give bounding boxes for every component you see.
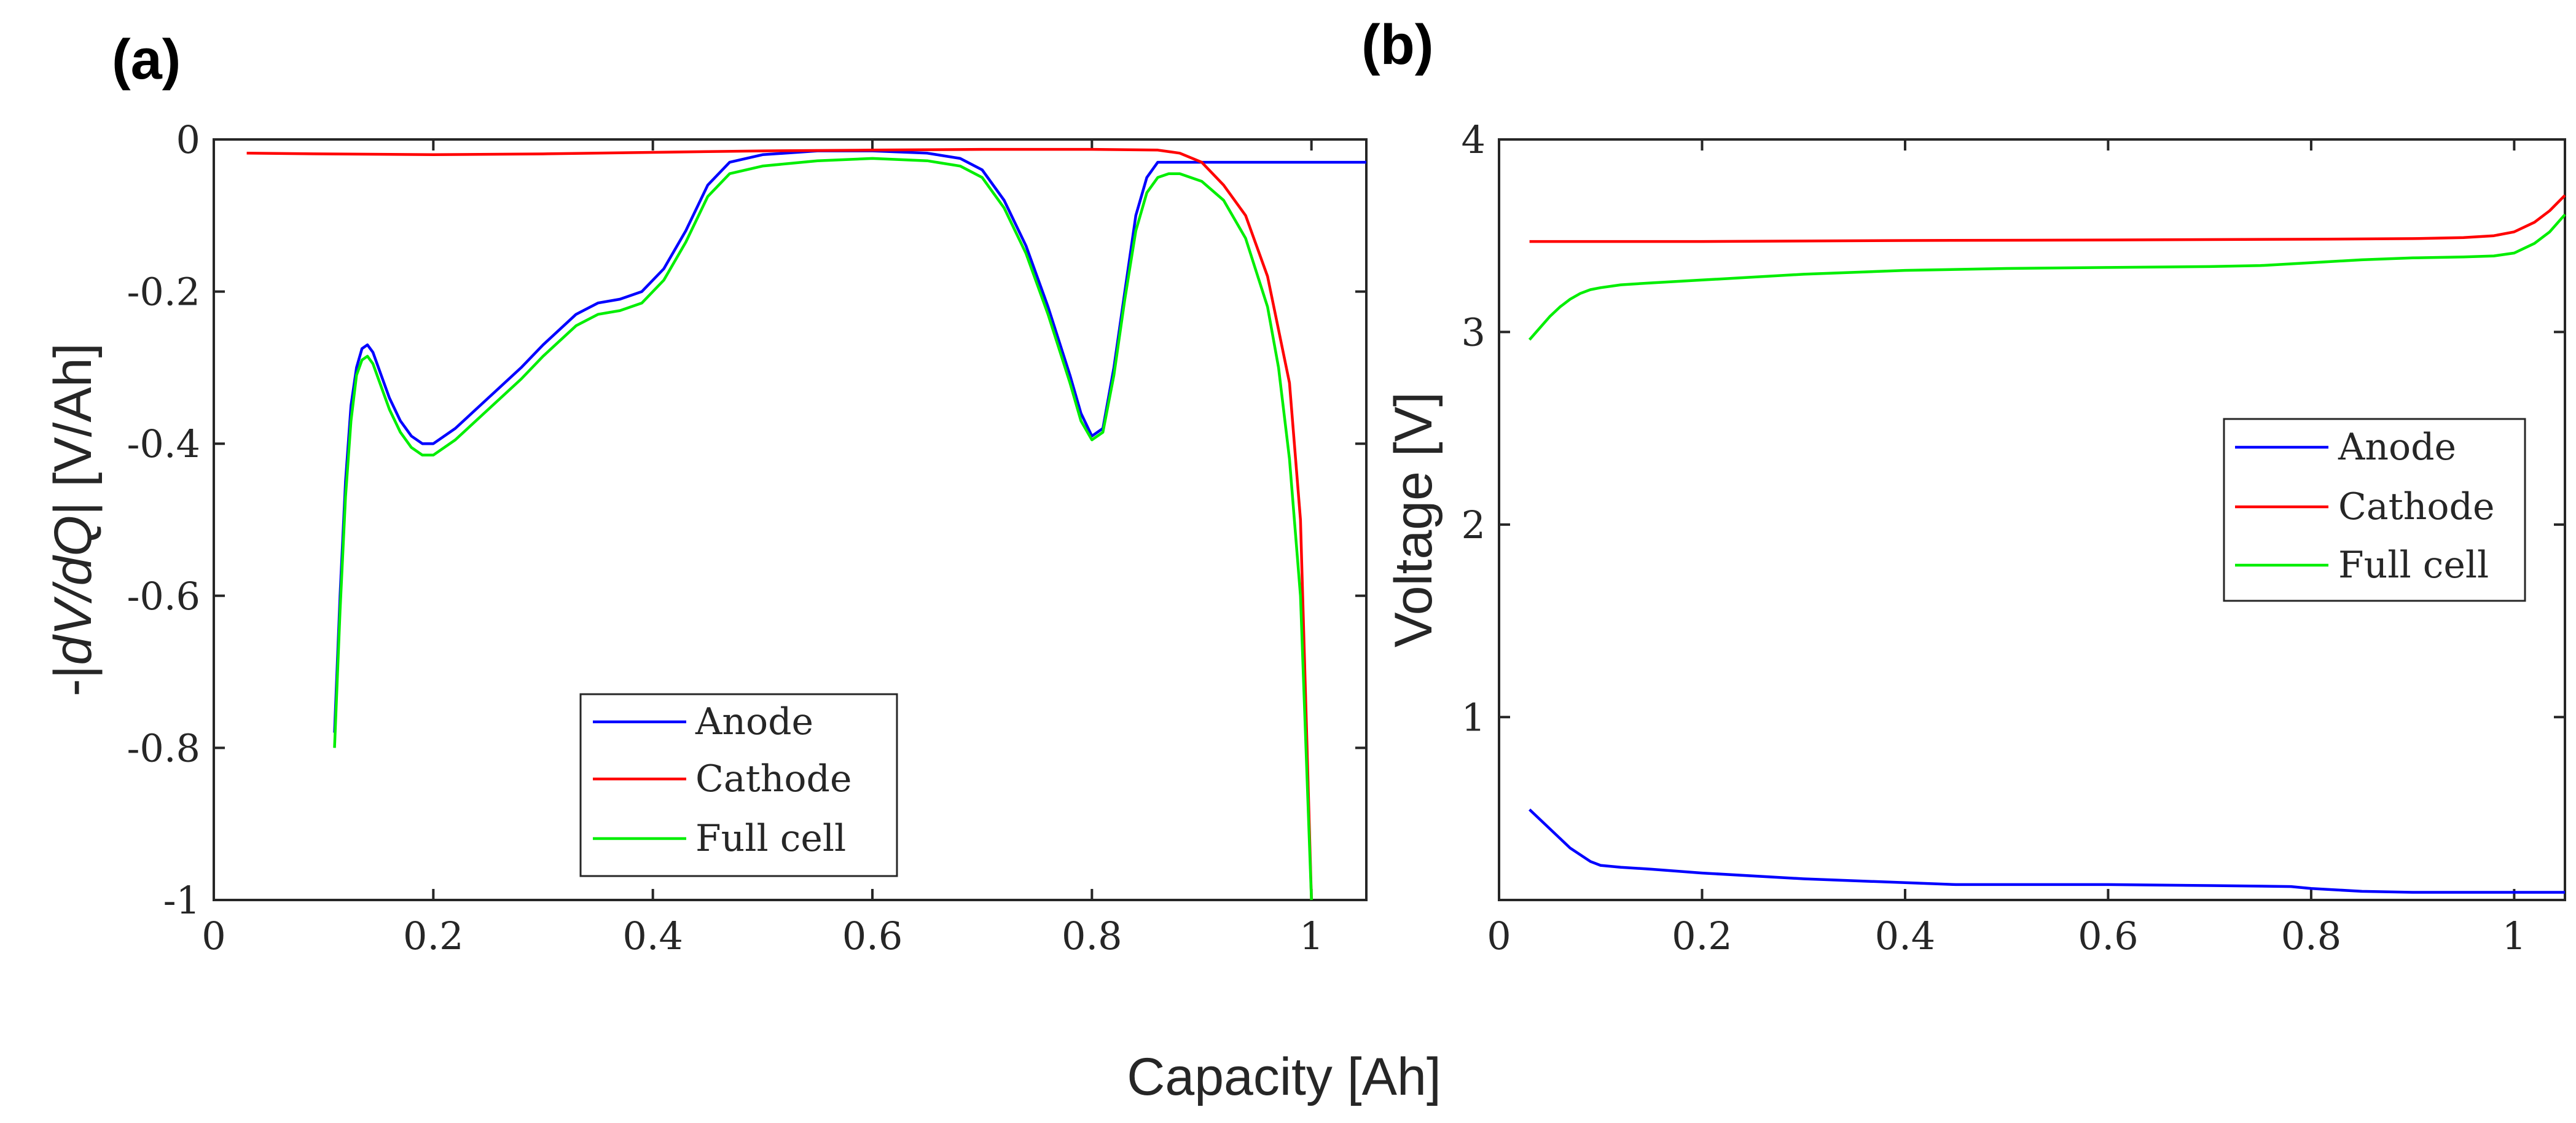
legend-label-anode: Anode [695, 700, 813, 743]
x-tick-label: 0.6 [842, 914, 903, 958]
legend-label-cathode: Cathode [695, 757, 851, 800]
x-tick-label: 0.8 [1062, 914, 1122, 958]
series-line-anode [1529, 808, 2565, 894]
y-tick-label: 1 [1462, 695, 1486, 740]
legend-label-anode: Anode [2338, 426, 2456, 469]
y-tick-label: -0.8 [127, 726, 200, 770]
legend-label-full-cell: Full cell [2338, 544, 2489, 587]
x-tick-label: 0.4 [1875, 914, 1936, 958]
series-line-cathode [1529, 194, 2566, 243]
x-tick-label: 0.2 [403, 914, 464, 958]
panel-b-legend: Anode Cathode Full cell [2223, 418, 2526, 602]
series-line-full-cell [333, 157, 1313, 901]
x-tick-label: 0.2 [1672, 914, 1732, 958]
legend-label-full-cell: Full cell [695, 817, 846, 860]
x-tick-label: 0.6 [2078, 914, 2139, 958]
x-tick-label: 0 [1487, 914, 1511, 958]
panel-a-ylabel: -|dV/dQ| [V/Ah] [44, 343, 103, 696]
series-line-anode [333, 149, 1366, 733]
y-tick-label: 0 [176, 117, 200, 162]
y-tick-label: 2 [1462, 503, 1486, 547]
y-tick-label: -0.4 [127, 421, 200, 466]
panel-b-x-ticks: 0 0.2 0.4 0.6 0.8 1 [1487, 139, 2526, 958]
panel-b-series [1528, 194, 2566, 894]
panel-a-label: (a) [112, 28, 181, 91]
x-tick-label: 0.4 [622, 914, 683, 958]
series-line-cathode [246, 147, 1313, 901]
shared-x-axis-label: Capacity [Ah] [1127, 1047, 1441, 1106]
legend-label-cathode: Cathode [2338, 485, 2494, 528]
panel-b-y-ticks: 1 2 3 4 [1462, 117, 2565, 740]
y-tick-label: -0.6 [127, 574, 200, 619]
panel-a-x-ticks: 0 0.2 0.4 0.6 0.8 1 [202, 139, 1323, 958]
panel-b: (b) 0 0.2 0.4 0.6 0.8 1 1 2 3 4 Voltage [V] Anod… [1361, 14, 2566, 958]
series-line-full-cell [1528, 213, 2566, 341]
panel-b-frame [1498, 138, 2566, 901]
y-tick-label: 3 [1462, 310, 1486, 354]
panel-a-legend-box [579, 693, 898, 877]
panel-a-series [246, 147, 1366, 901]
panel-b-label: (b) [1361, 14, 1433, 76]
panel-b-ylabel: Voltage [V] [1384, 392, 1443, 648]
x-tick-label: 0.8 [2281, 914, 2342, 958]
y-tick-label: -0.2 [127, 270, 200, 315]
y-tick-label: -1 [163, 878, 200, 923]
y-tick-label: 4 [1462, 117, 1486, 162]
panel-b-legend-box [2223, 418, 2526, 602]
x-tick-label: 1 [1299, 914, 1323, 958]
panel-a: (a) 0 0.2 0.4 0.6 0.8 1 0 -0.2 -0.4 -0.6 -0.8 -1 -… [44, 28, 1368, 958]
x-tick-label: 1 [2502, 914, 2526, 958]
x-tick-label: 0 [202, 914, 225, 958]
panel-a-y-ticks: 0 -0.2 -0.4 -0.6 -0.8 -1 [127, 117, 1366, 923]
panel-a-frame [213, 138, 1368, 901]
panel-a-legend: Anode Cathode Full cell [579, 693, 898, 877]
